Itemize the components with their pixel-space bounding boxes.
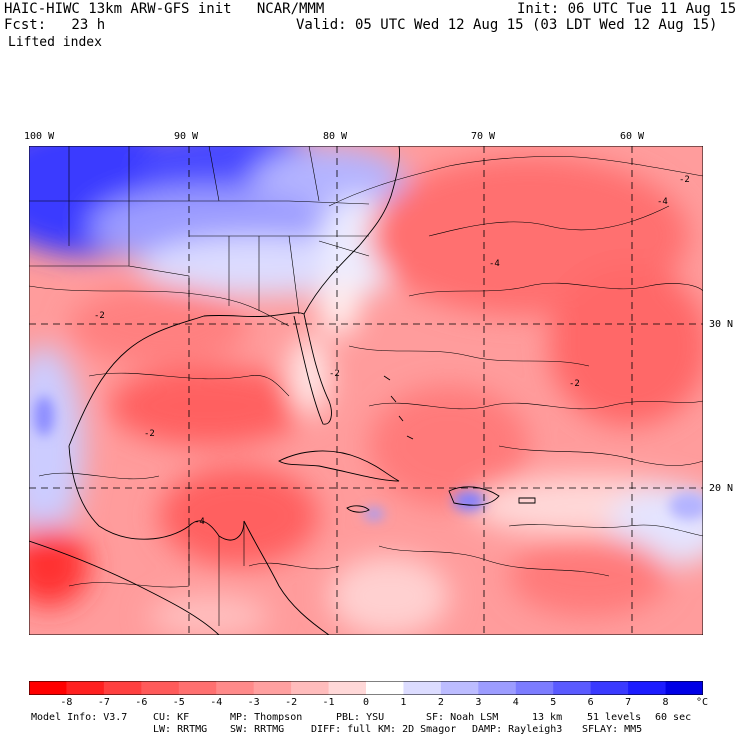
colorbar-cell xyxy=(665,681,703,695)
contour-label: -2 xyxy=(569,379,580,389)
colorbar-cell xyxy=(253,681,292,695)
lat-label-30n: 30 N xyxy=(709,319,734,330)
lon-label-60w: 60 W xyxy=(620,131,645,142)
colorbar-tick-label: -7 xyxy=(97,697,110,708)
colorbar-tick-label: -2 xyxy=(285,697,298,708)
colorbar-cell xyxy=(328,681,367,695)
colorbar-cell xyxy=(553,681,592,695)
contour-label: -4 xyxy=(657,197,668,207)
colorbar-cell xyxy=(291,681,330,695)
colorbar-cell xyxy=(403,681,442,695)
contour-label-group: -2 -4 -2 -4 -2 -4 -2 -2 xyxy=(94,175,690,527)
colorbar-tick-label: 3 xyxy=(475,697,482,708)
model-info-version: Model Info: V3.7 xyxy=(31,712,128,723)
lon-label-90w: 90 W xyxy=(174,131,199,142)
colorbar-cell xyxy=(178,681,217,695)
colorbar-tick-label: 6 xyxy=(587,697,594,708)
contour-lines xyxy=(29,156,703,588)
colorbar-cell xyxy=(628,681,667,695)
field-name: Lifted index xyxy=(8,35,102,50)
colorbar-tick-label: -5 xyxy=(172,697,185,708)
colorbar-cell xyxy=(29,681,67,695)
colorbar-tick-label: 1 xyxy=(400,697,407,708)
colorbar-tick-label: 2 xyxy=(437,697,444,708)
colorbar-cell xyxy=(366,681,404,695)
contour-label: -2 xyxy=(329,369,340,379)
lat-label-20n: 20 N xyxy=(709,483,734,494)
lon-label-70w: 70 W xyxy=(471,131,496,142)
contour-label: -4 xyxy=(489,259,500,269)
colorbar-tick-label: -3 xyxy=(247,697,260,708)
model-info-timestep: 60 sec xyxy=(655,712,692,723)
colorbar-tick-label: 8 xyxy=(662,697,669,708)
forecast-hour: Fcst: 23 h xyxy=(4,17,106,33)
lifted-index-map: -2 -4 -2 -4 -2 -4 -2 -2 xyxy=(29,146,703,635)
model-info-cu: CU: KF xyxy=(153,712,190,723)
colorbar-tick-label: 4 xyxy=(512,697,519,708)
contour-label: -2 xyxy=(679,175,690,185)
lon-label-80w: 80 W xyxy=(323,131,348,142)
lon-label-100w: 100 W xyxy=(24,131,55,142)
colorbar-tick-label: 7 xyxy=(625,697,632,708)
model-info-pbl: PBL: YSU xyxy=(336,712,385,723)
model-info-lw: LW: RRTMG xyxy=(153,724,208,735)
field-shading xyxy=(29,146,703,635)
model-info-sflay: SFLAY: MM5 xyxy=(582,724,643,735)
model-info-sw: SW: RRTMG xyxy=(230,724,285,735)
colorbar-tick-label: -1 xyxy=(322,697,335,708)
colorbar-cell xyxy=(216,681,255,695)
colorbar-cell xyxy=(590,681,629,695)
colorbar-cell xyxy=(440,681,479,695)
model-info-diff: DIFF: full xyxy=(311,724,372,735)
model-info-sf: SF: Noah LSM xyxy=(426,712,499,723)
colorbar-unit: °C xyxy=(695,697,709,708)
colorbar xyxy=(29,681,703,695)
model-title: HAIC-HIWC 13km ARW-GFS init NCAR/MMM xyxy=(4,1,325,17)
model-info-resolution: 13 km xyxy=(532,712,563,723)
colorbar-tick-label: 0 xyxy=(362,697,370,708)
model-info-damp: DAMP: Rayleigh3 xyxy=(472,724,563,735)
lat-lon-grid xyxy=(29,146,703,635)
contour-label: -4 xyxy=(194,517,205,527)
colorbar-cell xyxy=(141,681,180,695)
colorbar-cell xyxy=(478,681,517,695)
colorbar-cell xyxy=(66,681,105,695)
init-time: Init: 06 UTC Tue 11 Aug 15 xyxy=(517,1,737,17)
valid-time: Valid: 05 UTC Wed 12 Aug 15 (03 LDT Wed … xyxy=(296,17,718,33)
colorbar-cell xyxy=(103,681,142,695)
model-info-mp: MP: Thompson xyxy=(230,712,303,723)
colorbar-tick-label: -4 xyxy=(210,697,223,708)
contour-label: -2 xyxy=(144,429,155,439)
colorbar-tick-label: 5 xyxy=(550,697,557,708)
model-info-levels: 51 levels xyxy=(587,712,642,723)
colorbar-tick-label: -8 xyxy=(60,697,73,708)
contour-label: -2 xyxy=(94,311,105,321)
coastlines xyxy=(29,146,536,635)
colorbar-cell xyxy=(515,681,554,695)
model-info-km: KM: 2D Smagor xyxy=(378,724,457,735)
colorbar-tick-label: -6 xyxy=(135,697,148,708)
